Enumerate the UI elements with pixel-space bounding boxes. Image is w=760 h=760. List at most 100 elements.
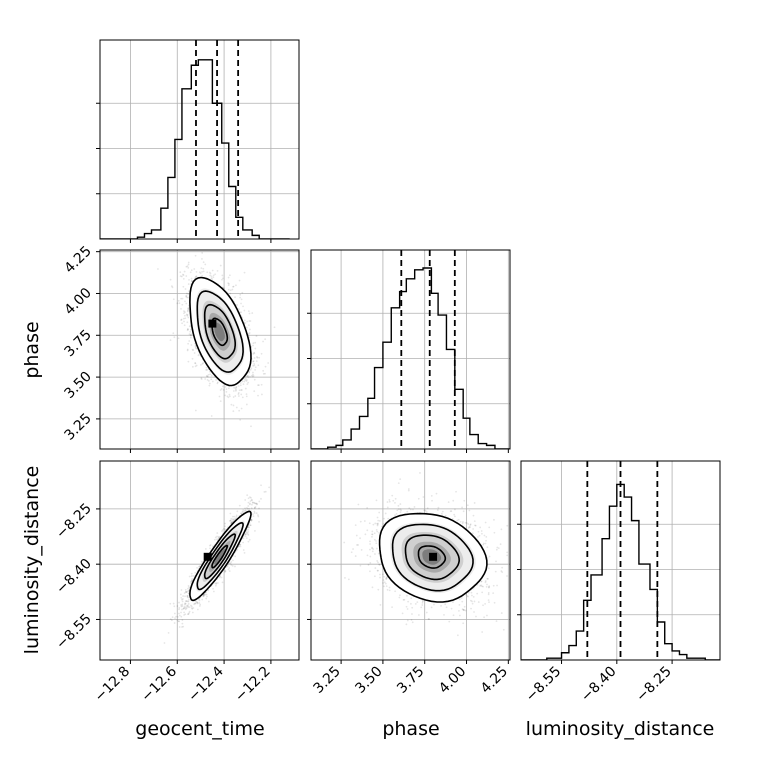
sample-point <box>185 292 188 295</box>
sample-point <box>210 378 213 381</box>
sample-point <box>235 385 238 388</box>
sample-point <box>250 499 253 501</box>
x-tick-label: −8.40 <box>578 664 620 706</box>
sample-point <box>210 374 213 377</box>
sample-point <box>187 316 190 319</box>
sample-point <box>221 278 223 281</box>
sample-point <box>245 531 247 533</box>
sample-point <box>211 545 214 548</box>
sample-point <box>185 296 188 299</box>
sample-point <box>186 595 189 597</box>
sample-point <box>235 386 237 389</box>
sample-point <box>253 363 256 365</box>
sample-point <box>240 311 243 314</box>
sample-point <box>180 605 183 608</box>
sample-point <box>180 307 182 310</box>
sample-point <box>254 502 257 505</box>
sample-point <box>241 510 244 513</box>
sample-point <box>206 375 208 378</box>
sample-point <box>185 591 188 594</box>
sample-point <box>219 389 222 391</box>
sample-point <box>267 362 270 364</box>
sample-point <box>205 368 208 371</box>
sample-point <box>204 263 207 266</box>
sample-point <box>193 603 196 606</box>
sample-point <box>192 574 195 577</box>
sample-point <box>228 567 231 569</box>
sample-point <box>167 631 170 634</box>
sample-point <box>210 275 213 278</box>
sample-point <box>243 533 246 536</box>
sample-point <box>190 269 193 272</box>
sample-point <box>257 384 259 387</box>
sample-point <box>224 394 227 397</box>
sample-point <box>171 616 174 619</box>
sample-point <box>183 614 185 616</box>
sample-point <box>189 328 192 331</box>
sample-point <box>232 519 235 522</box>
y-tick-label: 3.50 <box>61 369 94 402</box>
sample-point <box>187 342 190 345</box>
sample-point <box>251 501 254 504</box>
sample-point <box>225 390 228 393</box>
sample-point <box>242 509 245 512</box>
sample-point <box>185 313 188 316</box>
sample-point <box>253 501 256 504</box>
sample-point <box>257 514 259 516</box>
sample-point <box>222 389 225 391</box>
sample-point <box>217 582 219 584</box>
sample-point <box>196 601 199 604</box>
sample-point <box>246 320 249 323</box>
sample-point <box>231 565 234 567</box>
sample-point <box>189 330 192 333</box>
sample-point <box>240 298 243 301</box>
sample-point <box>230 522 233 524</box>
sample-point <box>258 384 260 387</box>
sample-point <box>187 606 190 609</box>
sample-point <box>173 622 176 624</box>
sample-point <box>177 337 180 340</box>
sample-point <box>187 598 190 601</box>
sample-point <box>253 351 255 354</box>
sample-point <box>215 583 218 585</box>
sample-point <box>181 322 183 325</box>
sample-point <box>194 365 197 368</box>
sample-point <box>264 365 267 368</box>
y-tick-label: 4.00 <box>61 285 94 318</box>
sample-point <box>235 406 238 409</box>
sample-point <box>209 373 212 376</box>
sample-point <box>188 575 191 578</box>
sample-point <box>211 269 214 272</box>
sample-point <box>184 606 187 609</box>
sample-point <box>169 278 172 281</box>
sample-point <box>223 528 226 531</box>
sample-point <box>238 409 241 412</box>
sample-point <box>181 622 184 625</box>
sample-point <box>206 379 209 381</box>
sample-point <box>216 381 219 384</box>
sample-point <box>187 307 189 310</box>
sample-point <box>249 502 251 505</box>
sample-point <box>235 284 237 287</box>
sample-point <box>250 507 253 510</box>
sample-point <box>210 277 213 279</box>
sample-point <box>191 348 194 351</box>
sample-point <box>245 380 248 382</box>
sample-point <box>247 534 250 536</box>
density-geocent_time-vs-phase: 3.253.503.754.004.25 <box>61 243 300 453</box>
sample-point <box>180 318 183 321</box>
sample-point <box>250 374 253 377</box>
sample-point <box>256 356 259 359</box>
sample-point <box>200 560 203 563</box>
sample-point <box>218 395 221 398</box>
sample-point <box>188 340 191 342</box>
sample-point <box>240 407 243 410</box>
sample-point <box>254 530 256 532</box>
sample-point <box>181 297 184 300</box>
sample-point <box>228 282 230 285</box>
sample-point <box>250 367 253 370</box>
sample-point <box>185 265 188 268</box>
sample-point <box>199 603 202 606</box>
sample-point <box>253 510 256 513</box>
sample-point <box>245 393 248 396</box>
